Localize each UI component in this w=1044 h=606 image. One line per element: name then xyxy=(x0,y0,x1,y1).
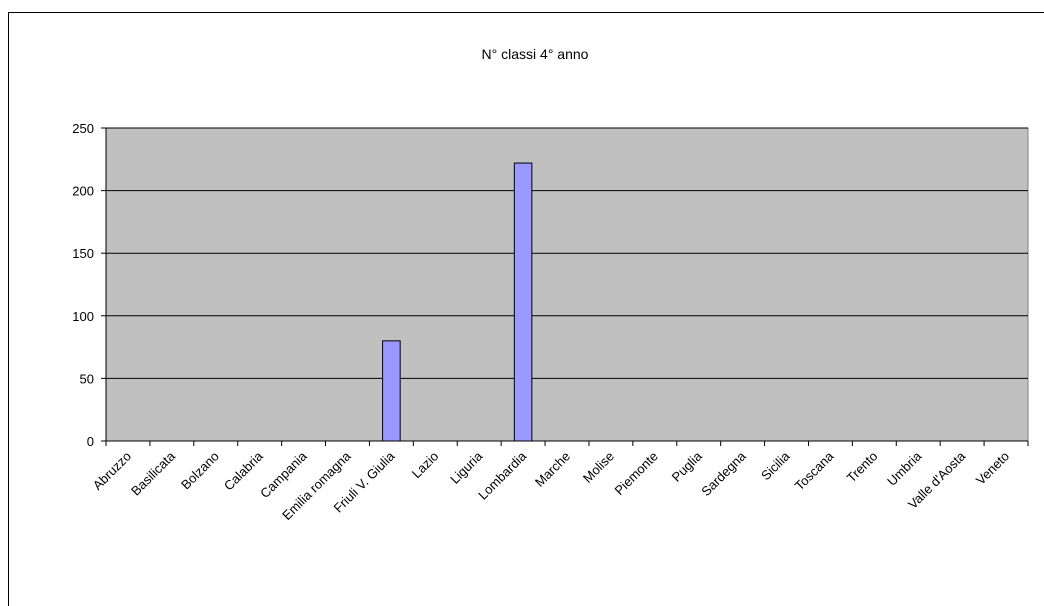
x-category-label: Sardegna xyxy=(698,448,749,499)
chart-title: N° classi 4° anno xyxy=(481,46,589,62)
x-category-label: Veneto xyxy=(973,449,1012,488)
x-category-label: Liguria xyxy=(447,448,486,487)
bar xyxy=(513,162,533,442)
y-tick-label: 50 xyxy=(80,371,94,386)
y-tick-label: 150 xyxy=(72,246,94,261)
x-category-label: Sicilia xyxy=(758,448,793,483)
y-tick-labels: 0 50 100 150 200 250 xyxy=(72,121,94,449)
x-category-label: Molise xyxy=(580,449,617,486)
x-category-label: Abruzzo xyxy=(90,449,134,493)
x-category-label: Puglia xyxy=(669,448,706,485)
axes xyxy=(101,127,1029,446)
x-category-label: Trento xyxy=(844,449,881,486)
x-category-label: Calabria xyxy=(221,448,266,493)
x-category-label: Lombardia xyxy=(475,448,530,503)
y-tick-label: 200 xyxy=(72,184,94,199)
bar xyxy=(382,340,401,442)
bars xyxy=(382,162,533,442)
y-tick-label: 0 xyxy=(87,434,94,449)
x-category-label: Piemonte xyxy=(611,449,660,498)
x-category-label: Basilicata xyxy=(128,448,178,498)
x-category-label: Lazio xyxy=(409,449,442,482)
plot-area xyxy=(105,127,1029,442)
x-category-label: Marche xyxy=(532,449,573,490)
y-tick-label: 250 xyxy=(72,121,94,136)
x-category-label: Toscana xyxy=(792,448,837,493)
y-tick-label: 100 xyxy=(72,309,94,324)
x-category-label: Umbria xyxy=(884,448,925,489)
gridlines xyxy=(106,127,1028,379)
x-category-label: Bolzano xyxy=(178,449,222,493)
chart-frame xyxy=(8,12,1044,606)
